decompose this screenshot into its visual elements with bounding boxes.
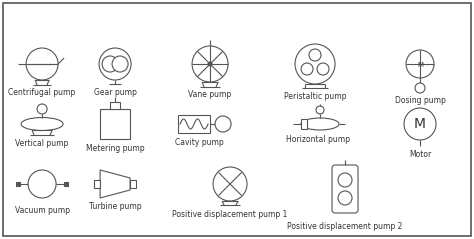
Bar	[178, 115, 210, 133]
Text: Gear pump: Gear pump	[94, 88, 137, 97]
Bar	[94, 180, 100, 188]
Polygon shape	[100, 170, 130, 198]
Text: Positive displacement pump 1: Positive displacement pump 1	[173, 210, 288, 219]
Bar	[16, 182, 20, 186]
Circle shape	[295, 44, 335, 84]
Ellipse shape	[21, 118, 63, 130]
Circle shape	[215, 116, 231, 132]
Circle shape	[316, 106, 324, 114]
Text: Horizontal pump: Horizontal pump	[286, 135, 350, 144]
Bar	[110, 102, 120, 109]
Circle shape	[192, 46, 228, 82]
Circle shape	[208, 62, 212, 66]
Circle shape	[317, 63, 329, 75]
Ellipse shape	[301, 118, 339, 130]
Circle shape	[309, 49, 321, 61]
Bar	[130, 180, 136, 188]
Circle shape	[28, 170, 56, 198]
Circle shape	[301, 63, 313, 75]
Text: Centrifugal pump: Centrifugal pump	[9, 88, 76, 97]
Circle shape	[102, 56, 118, 72]
Circle shape	[112, 56, 128, 72]
Circle shape	[26, 48, 58, 80]
Circle shape	[338, 191, 352, 205]
Circle shape	[338, 173, 352, 187]
Circle shape	[213, 167, 247, 201]
FancyBboxPatch shape	[332, 165, 358, 213]
Text: Vertical pump: Vertical pump	[15, 139, 69, 148]
Text: Vacuum pump: Vacuum pump	[15, 206, 70, 215]
Text: Metering pump: Metering pump	[86, 144, 145, 153]
Text: Motor: Motor	[409, 150, 431, 159]
Text: M: M	[417, 62, 423, 68]
Bar	[100, 109, 130, 139]
Bar	[301, 119, 307, 129]
Circle shape	[404, 108, 436, 140]
Text: Positive displacement pump 2: Positive displacement pump 2	[287, 222, 403, 231]
Circle shape	[406, 50, 434, 78]
Text: Peristaltic pump: Peristaltic pump	[284, 92, 346, 101]
Text: Dosing pump: Dosing pump	[394, 96, 446, 105]
Bar	[64, 182, 68, 186]
Circle shape	[37, 104, 47, 114]
Text: Turbine pump: Turbine pump	[89, 202, 141, 211]
Text: Vane pump: Vane pump	[189, 90, 232, 99]
Circle shape	[99, 48, 131, 80]
Text: Cavity pump: Cavity pump	[175, 138, 223, 147]
Text: M: M	[414, 117, 426, 131]
Circle shape	[415, 83, 425, 93]
